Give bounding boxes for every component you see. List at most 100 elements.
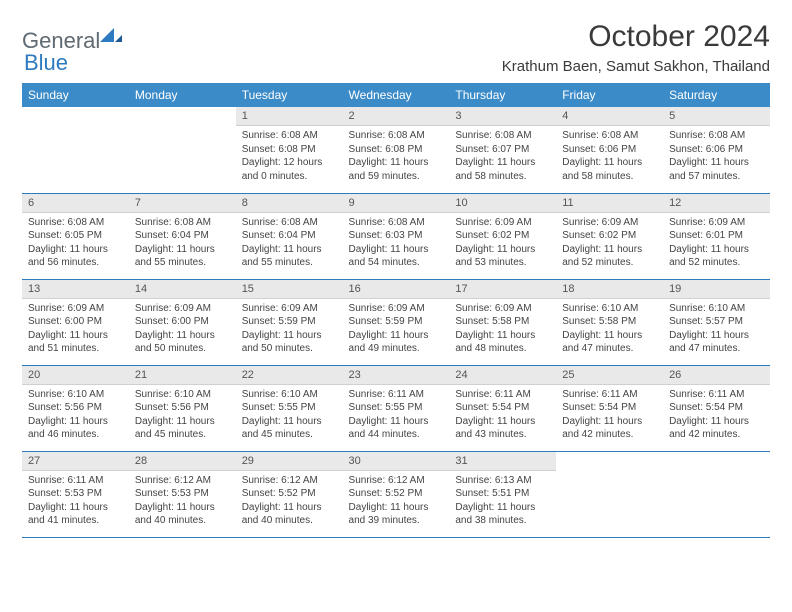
day-number: 21 bbox=[129, 366, 236, 385]
day-body: Sunrise: 6:13 AMSunset: 5:51 PMDaylight:… bbox=[449, 471, 556, 534]
title-block: October 2024 Krathum Baen, Samut Sakhon,… bbox=[502, 20, 770, 75]
day-number: 30 bbox=[343, 452, 450, 471]
day-body: Sunrise: 6:12 AMSunset: 5:52 PMDaylight:… bbox=[343, 471, 450, 534]
weekday-header: Friday bbox=[556, 83, 663, 107]
day-body: Sunrise: 6:08 AMSunset: 6:05 PMDaylight:… bbox=[22, 213, 129, 276]
calendar-cell: 14Sunrise: 6:09 AMSunset: 6:00 PMDayligh… bbox=[129, 279, 236, 365]
location: Krathum Baen, Samut Sakhon, Thailand bbox=[502, 58, 770, 75]
weekday-header: Tuesday bbox=[236, 83, 343, 107]
calendar-cell: 27Sunrise: 6:11 AMSunset: 5:53 PMDayligh… bbox=[22, 451, 129, 537]
day-number: 2 bbox=[343, 107, 450, 126]
calendar-cell: 5Sunrise: 6:08 AMSunset: 6:06 PMDaylight… bbox=[663, 107, 770, 193]
calendar-cell: 19Sunrise: 6:10 AMSunset: 5:57 PMDayligh… bbox=[663, 279, 770, 365]
calendar-cell: 18Sunrise: 6:10 AMSunset: 5:58 PMDayligh… bbox=[556, 279, 663, 365]
calendar-cell: 10Sunrise: 6:09 AMSunset: 6:02 PMDayligh… bbox=[449, 193, 556, 279]
calendar-row: ....1Sunrise: 6:08 AMSunset: 6:08 PMDayl… bbox=[22, 107, 770, 193]
calendar-cell: 30Sunrise: 6:12 AMSunset: 5:52 PMDayligh… bbox=[343, 451, 450, 537]
day-number: 3 bbox=[449, 107, 556, 126]
day-body: Sunrise: 6:11 AMSunset: 5:54 PMDaylight:… bbox=[556, 385, 663, 448]
day-number: 28 bbox=[129, 452, 236, 471]
logo-text-blue: Blue bbox=[24, 50, 68, 76]
calendar-cell: 25Sunrise: 6:11 AMSunset: 5:54 PMDayligh… bbox=[556, 365, 663, 451]
calendar-cell: 9Sunrise: 6:08 AMSunset: 6:03 PMDaylight… bbox=[343, 193, 450, 279]
calendar-body: ....1Sunrise: 6:08 AMSunset: 6:08 PMDayl… bbox=[22, 107, 770, 537]
day-number: 16 bbox=[343, 280, 450, 299]
day-number: 22 bbox=[236, 366, 343, 385]
day-body: Sunrise: 6:09 AMSunset: 6:02 PMDaylight:… bbox=[556, 213, 663, 276]
day-body: Sunrise: 6:08 AMSunset: 6:08 PMDaylight:… bbox=[236, 126, 343, 189]
day-body: Sunrise: 6:08 AMSunset: 6:03 PMDaylight:… bbox=[343, 213, 450, 276]
day-body: Sunrise: 6:08 AMSunset: 6:08 PMDaylight:… bbox=[343, 126, 450, 189]
calendar-row: 20Sunrise: 6:10 AMSunset: 5:56 PMDayligh… bbox=[22, 365, 770, 451]
day-body: Sunrise: 6:10 AMSunset: 5:55 PMDaylight:… bbox=[236, 385, 343, 448]
calendar-row: 6Sunrise: 6:08 AMSunset: 6:05 PMDaylight… bbox=[22, 193, 770, 279]
day-body: Sunrise: 6:12 AMSunset: 5:53 PMDaylight:… bbox=[129, 471, 236, 534]
day-number: 4 bbox=[556, 107, 663, 126]
day-body: Sunrise: 6:09 AMSunset: 6:01 PMDaylight:… bbox=[663, 213, 770, 276]
day-number: 6 bbox=[22, 194, 129, 213]
calendar-cell: 16Sunrise: 6:09 AMSunset: 5:59 PMDayligh… bbox=[343, 279, 450, 365]
day-body: Sunrise: 6:08 AMSunset: 6:06 PMDaylight:… bbox=[556, 126, 663, 189]
calendar-cell: 20Sunrise: 6:10 AMSunset: 5:56 PMDayligh… bbox=[22, 365, 129, 451]
calendar-cell: 17Sunrise: 6:09 AMSunset: 5:58 PMDayligh… bbox=[449, 279, 556, 365]
weekday-header: Monday bbox=[129, 83, 236, 107]
weekday-header: Wednesday bbox=[343, 83, 450, 107]
calendar-cell: 29Sunrise: 6:12 AMSunset: 5:52 PMDayligh… bbox=[236, 451, 343, 537]
day-body: Sunrise: 6:09 AMSunset: 5:59 PMDaylight:… bbox=[343, 299, 450, 362]
day-number: 15 bbox=[236, 280, 343, 299]
calendar-cell: .. bbox=[22, 107, 129, 193]
weekday-header: Sunday bbox=[22, 83, 129, 107]
day-number: 11 bbox=[556, 194, 663, 213]
calendar-cell: 15Sunrise: 6:09 AMSunset: 5:59 PMDayligh… bbox=[236, 279, 343, 365]
day-number: 25 bbox=[556, 366, 663, 385]
day-number: 18 bbox=[556, 280, 663, 299]
month-title: October 2024 bbox=[502, 20, 770, 54]
day-body: Sunrise: 6:09 AMSunset: 6:00 PMDaylight:… bbox=[129, 299, 236, 362]
calendar-cell: .. bbox=[663, 451, 770, 537]
calendar-cell: 7Sunrise: 6:08 AMSunset: 6:04 PMDaylight… bbox=[129, 193, 236, 279]
calendar-cell: .. bbox=[129, 107, 236, 193]
day-body: Sunrise: 6:10 AMSunset: 5:57 PMDaylight:… bbox=[663, 299, 770, 362]
calendar-cell: 3Sunrise: 6:08 AMSunset: 6:07 PMDaylight… bbox=[449, 107, 556, 193]
day-number: 27 bbox=[22, 452, 129, 471]
day-body: Sunrise: 6:09 AMSunset: 6:02 PMDaylight:… bbox=[449, 213, 556, 276]
calendar-cell: 11Sunrise: 6:09 AMSunset: 6:02 PMDayligh… bbox=[556, 193, 663, 279]
calendar-cell: 24Sunrise: 6:11 AMSunset: 5:54 PMDayligh… bbox=[449, 365, 556, 451]
day-body: Sunrise: 6:08 AMSunset: 6:04 PMDaylight:… bbox=[236, 213, 343, 276]
flag-icon bbox=[100, 28, 122, 51]
calendar-cell: 8Sunrise: 6:08 AMSunset: 6:04 PMDaylight… bbox=[236, 193, 343, 279]
day-body: Sunrise: 6:11 AMSunset: 5:54 PMDaylight:… bbox=[663, 385, 770, 448]
calendar-cell: 23Sunrise: 6:11 AMSunset: 5:55 PMDayligh… bbox=[343, 365, 450, 451]
day-body: Sunrise: 6:10 AMSunset: 5:56 PMDaylight:… bbox=[129, 385, 236, 448]
day-number: 19 bbox=[663, 280, 770, 299]
calendar-cell: 2Sunrise: 6:08 AMSunset: 6:08 PMDaylight… bbox=[343, 107, 450, 193]
day-number: 17 bbox=[449, 280, 556, 299]
day-number: 14 bbox=[129, 280, 236, 299]
day-number: 29 bbox=[236, 452, 343, 471]
day-body: Sunrise: 6:08 AMSunset: 6:06 PMDaylight:… bbox=[663, 126, 770, 189]
day-number: 9 bbox=[343, 194, 450, 213]
header: General October 2024 Krathum Baen, Samut… bbox=[22, 20, 770, 75]
calendar-cell: 13Sunrise: 6:09 AMSunset: 6:00 PMDayligh… bbox=[22, 279, 129, 365]
day-number: 1 bbox=[236, 107, 343, 126]
day-body: Sunrise: 6:12 AMSunset: 5:52 PMDaylight:… bbox=[236, 471, 343, 534]
weekday-header: Thursday bbox=[449, 83, 556, 107]
calendar-cell: 26Sunrise: 6:11 AMSunset: 5:54 PMDayligh… bbox=[663, 365, 770, 451]
calendar-cell: 28Sunrise: 6:12 AMSunset: 5:53 PMDayligh… bbox=[129, 451, 236, 537]
day-number: 31 bbox=[449, 452, 556, 471]
day-body: Sunrise: 6:10 AMSunset: 5:56 PMDaylight:… bbox=[22, 385, 129, 448]
calendar-cell: 12Sunrise: 6:09 AMSunset: 6:01 PMDayligh… bbox=[663, 193, 770, 279]
day-number: 23 bbox=[343, 366, 450, 385]
calendar-table: SundayMondayTuesdayWednesdayThursdayFrid… bbox=[22, 83, 770, 538]
weekday-header: Saturday bbox=[663, 83, 770, 107]
day-number: 5 bbox=[663, 107, 770, 126]
calendar-row: 13Sunrise: 6:09 AMSunset: 6:00 PMDayligh… bbox=[22, 279, 770, 365]
day-body: Sunrise: 6:09 AMSunset: 5:58 PMDaylight:… bbox=[449, 299, 556, 362]
day-number: 13 bbox=[22, 280, 129, 299]
calendar-cell: 4Sunrise: 6:08 AMSunset: 6:06 PMDaylight… bbox=[556, 107, 663, 193]
day-number: 12 bbox=[663, 194, 770, 213]
day-body: Sunrise: 6:09 AMSunset: 5:59 PMDaylight:… bbox=[236, 299, 343, 362]
calendar-cell: 21Sunrise: 6:10 AMSunset: 5:56 PMDayligh… bbox=[129, 365, 236, 451]
calendar-cell: 6Sunrise: 6:08 AMSunset: 6:05 PMDaylight… bbox=[22, 193, 129, 279]
day-body: Sunrise: 6:10 AMSunset: 5:58 PMDaylight:… bbox=[556, 299, 663, 362]
